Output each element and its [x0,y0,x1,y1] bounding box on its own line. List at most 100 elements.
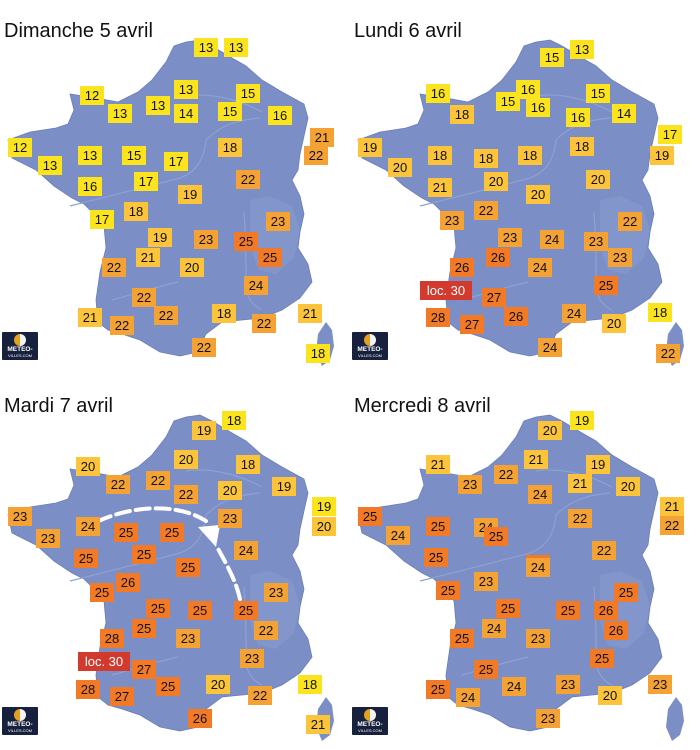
temperature-label: 17 [658,125,682,144]
logo-text: METEO- [7,721,33,728]
forecast-panel-wednesday: Mercredi 8 avril 19 20 21 21 22 19 23 21 20 24 21 2… [350,375,700,750]
temperature-label: 21 [310,128,334,147]
temperature-label: 24 [244,276,268,295]
temperature-label: 13 [570,40,594,59]
temperature-label: 20 [218,481,242,500]
temperature-label: 23 [176,629,200,648]
temperature-label: 17 [134,172,158,191]
temperature-label: 25 [132,545,156,564]
temperature-label: 18 [306,344,330,363]
river-line [555,492,611,516]
temperature-label: 16 [268,106,292,125]
temperature-label: 26 [504,307,528,326]
temperature-label: 24 [526,558,550,577]
logo-subtext: VILLES.COM [7,353,32,358]
temperature-label: 25 [90,583,114,602]
temperature-label: 25 [474,660,498,679]
temperature-label: 22 [248,686,272,705]
temperature-label: 23 [8,507,32,526]
forecast-panel-sunday: Dimanche 5 avril 13 13 12 13 13 13 14 15 16 15 21 1… [0,0,350,375]
temperature-label: 13 [78,146,102,165]
temperature-label: 26 [604,621,628,640]
temperature-label: 25 [176,558,200,577]
temperature-label: 19 [178,185,202,204]
temperature-label: 13 [224,38,248,57]
temperature-label: 27 [110,687,134,706]
temperature-label: 25 [424,548,448,567]
temperature-label: 20 [616,477,640,496]
temperature-label: 25 [156,677,180,696]
temperature-label: 19 [312,497,336,516]
temperature-label: 23 [648,675,672,694]
temperature-label: 16 [78,177,102,196]
temperature-label: 26 [594,601,618,620]
local-max-label: loc. 30 [420,281,472,300]
temperature-label: 24 [528,485,552,504]
logo-subtext: VILLES.COM [357,728,382,733]
temperature-label: 16 [526,98,550,117]
temperature-label: 20 [484,172,508,191]
temperature-label: 22 [236,170,260,189]
meteo-villes-logo: METEO- VILLES.COM [352,707,388,735]
temperature-label: 22 [592,541,616,560]
temperature-label: 20 [388,158,412,177]
temperature-label: 23 [526,629,550,648]
temperature-label: 23 [498,228,522,247]
temperature-label: 20 [312,517,336,536]
temperature-label: 13 [38,156,62,175]
temperature-label: 25 [426,680,450,699]
temperature-label: 20 [174,450,198,469]
temperature-label: 22 [252,314,276,333]
temperature-label: 23 [536,709,560,728]
temperature-label: 18 [124,202,148,221]
temperature-label: 16 [426,84,450,103]
day-title: Lundi 6 avril [354,20,462,42]
temperature-label: 22 [660,516,684,535]
temperature-label: 25 [188,601,212,620]
temperature-label: 23 [584,232,608,251]
temperature-label: 25 [146,599,170,618]
temperature-label: 23 [240,649,264,668]
temperature-label: 15 [586,84,610,103]
temperature-label: 21 [306,715,330,734]
temperature-label: 13 [194,38,218,57]
temperature-label: 18 [474,149,498,168]
temperature-label: 18 [218,138,242,157]
temperature-label: 25 [426,517,450,536]
temperature-label: 13 [174,80,198,99]
france-mainland [357,414,663,732]
temperature-label: 21 [568,474,592,493]
river-line [69,139,207,207]
temperature-label: 27 [132,660,156,679]
temperature-label: 20 [586,170,610,189]
temperature-label: 22 [494,465,518,484]
meteo-villes-logo: METEO- VILLES.COM [2,707,38,735]
temperature-label: 27 [482,288,506,307]
temperature-label: 15 [496,92,520,111]
river-line [205,117,261,141]
temperature-label: 18 [648,303,672,322]
river-line [185,469,263,488]
temperature-label: 24 [502,677,526,696]
temperature-label: 18 [236,455,260,474]
logo-icon [364,709,376,721]
temperature-label: 21 [428,178,452,197]
temperature-label: 22 [568,509,592,528]
temperature-label: 14 [174,104,198,123]
temperature-label: 25 [436,581,460,600]
temperature-label: 20 [180,258,204,277]
temperature-label: 25 [594,276,618,295]
river-line [535,94,613,113]
temperature-label: 23 [218,509,242,528]
temperature-label: 24 [234,541,258,560]
temperature-label: 23 [458,475,482,494]
temperature-label: 18 [428,146,452,165]
temperature-label: 16 [566,108,590,127]
temperature-label: 23 [474,572,498,591]
temperature-label: 28 [100,629,124,648]
arrow-head-icon [198,525,220,547]
temperature-label: 15 [540,48,564,67]
temperature-label: 23 [556,675,580,694]
temperature-label: 18 [298,675,322,694]
temperature-label: 19 [272,477,296,496]
